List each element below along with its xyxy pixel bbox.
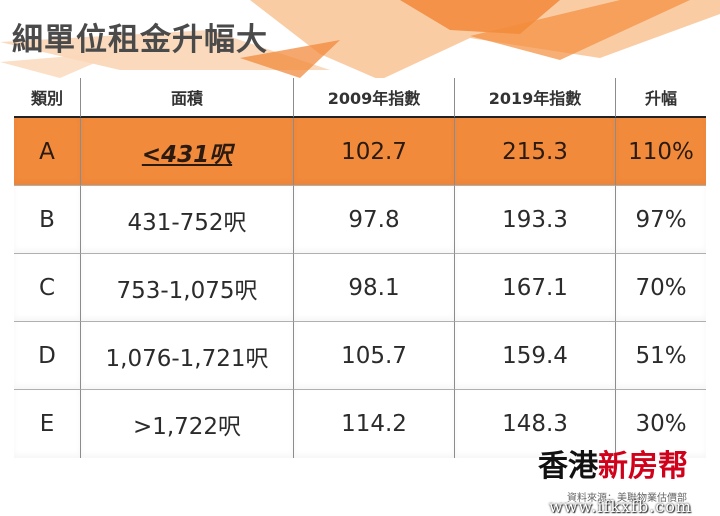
source-note: 資料來源：美聯物業估價部 xyxy=(567,493,687,504)
row-e-index-2009: 114.2 xyxy=(293,390,454,458)
header-change: 升幅 xyxy=(615,78,706,118)
row-e-area: >1,722呎 xyxy=(80,390,293,458)
row-a-index-2009: 102.7 xyxy=(293,118,454,186)
row-c-change: 70% xyxy=(615,254,706,322)
header-category: 類別 xyxy=(14,78,80,118)
site-watermark: www.ifkxfb.com xyxy=(549,497,693,516)
row-a-category: A xyxy=(14,118,80,186)
row-c-index-2009: 98.1 xyxy=(293,254,454,322)
header-index-2009: 2009年指數 xyxy=(293,78,454,118)
brand-logo-part1: 香港 xyxy=(538,449,598,484)
row-d-area: 1,076-1,721呎 xyxy=(80,322,293,390)
row-c-area: 753-1,075呎 xyxy=(80,254,293,322)
row-d-category: D xyxy=(14,322,80,390)
row-b-category: B xyxy=(14,186,80,254)
header-area: 面積 xyxy=(80,78,293,118)
row-e-category: E xyxy=(14,390,80,458)
row-b-index-2019: 193.3 xyxy=(454,186,615,254)
row-c-category: C xyxy=(14,254,80,322)
page-title: 細單位租金升幅大 xyxy=(12,22,268,58)
row-d-index-2009: 105.7 xyxy=(293,322,454,390)
row-d-index-2019: 159.4 xyxy=(454,322,615,390)
row-a-area[interactable]: <431呎 xyxy=(80,118,293,186)
row-a-index-2019: 215.3 xyxy=(454,118,615,186)
brand-logo-part2: 新房帮 xyxy=(598,449,688,484)
header-index-2019: 2019年指數 xyxy=(454,78,615,118)
row-a-area-link[interactable]: <431呎 xyxy=(141,141,233,168)
row-e-change: 30% xyxy=(615,390,706,458)
orange-brush-decoration xyxy=(0,0,720,80)
brand-logo: 香港新房帮 xyxy=(538,452,688,482)
row-d-change: 51% xyxy=(615,322,706,390)
row-c-index-2019: 167.1 xyxy=(454,254,615,322)
row-b-change: 97% xyxy=(615,186,706,254)
row-b-area: 431-752呎 xyxy=(80,186,293,254)
row-b-index-2009: 97.8 xyxy=(293,186,454,254)
row-a-change: 110% xyxy=(615,118,706,186)
rent-index-table: 類別 面積 2009年指數 2019年指數 升幅 A <431呎 102.7 2… xyxy=(14,78,706,458)
row-e-index-2019: 148.3 xyxy=(454,390,615,458)
